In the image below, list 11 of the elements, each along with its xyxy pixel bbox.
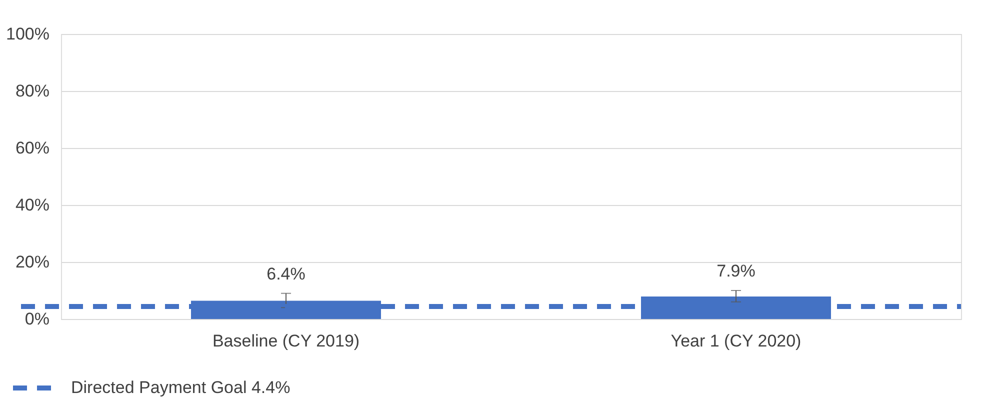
x-tick-label: Baseline (CY 2019)	[212, 332, 360, 350]
y-tick-label: 20%	[15, 252, 50, 272]
x-tick-label: Year 1 (CY 2020)	[670, 332, 802, 350]
y-tick-label: 80%	[15, 82, 50, 100]
y-tick-label: 0%	[24, 310, 50, 328]
y-tick-label: 40%	[15, 196, 50, 214]
data-label: 7.9%	[716, 262, 756, 280]
legend-label: Directed Payment Goal 4.4%	[71, 378, 290, 397]
y-tick-label: 100%	[6, 24, 50, 44]
y-tick-label: 60%	[15, 138, 50, 158]
data-label: 6.4%	[266, 264, 306, 284]
